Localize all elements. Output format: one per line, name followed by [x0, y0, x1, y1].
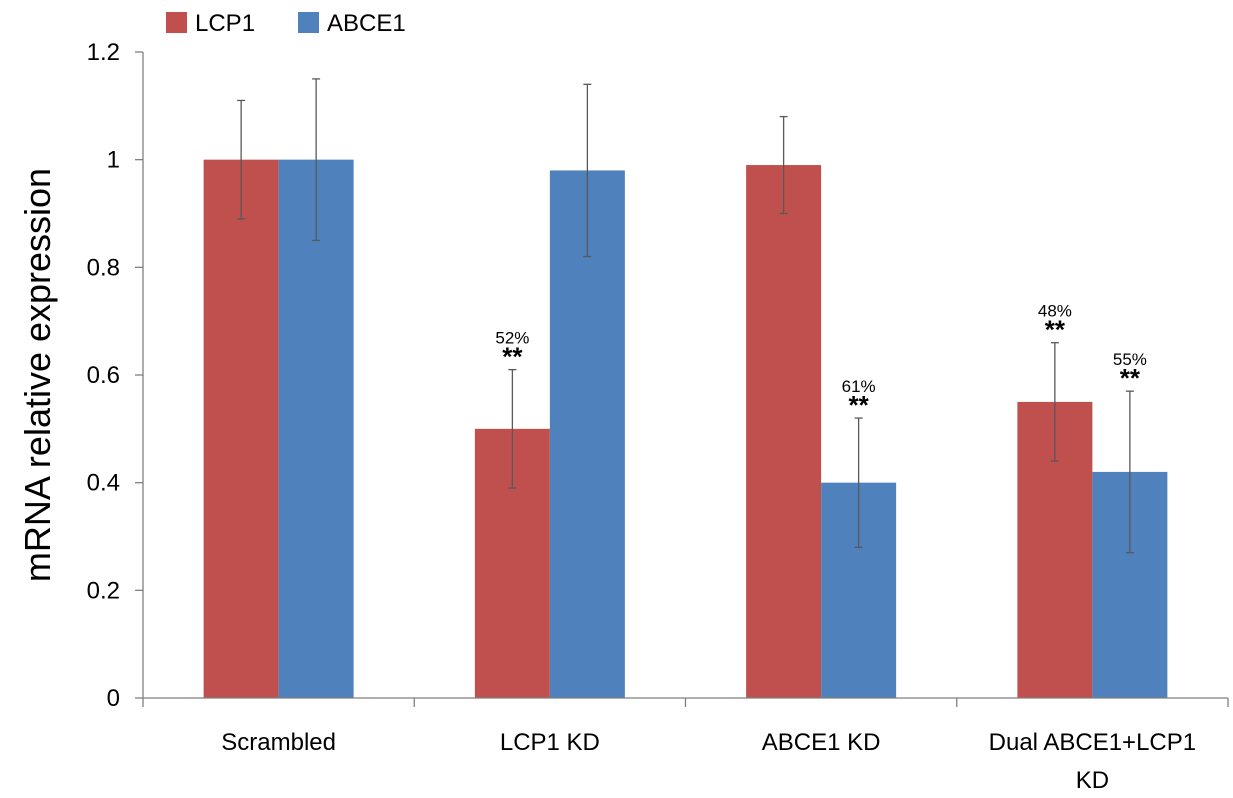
significance-stars: ** — [1120, 363, 1141, 393]
category-label: Dual ABCE1+LCP1 — [989, 729, 1196, 756]
y-tick-label: 1.2 — [87, 39, 120, 66]
legend-swatch-lcp1 — [166, 12, 187, 33]
y-tick-label: 0.2 — [87, 577, 120, 604]
category-label: KD — [1076, 767, 1109, 794]
y-tick-label: 0 — [107, 685, 120, 712]
significance-stars: ** — [1045, 315, 1066, 345]
bars — [203, 159, 1168, 699]
knockdown-percent: 55% — [1113, 350, 1147, 369]
y-axis: 0 0.2 0.4 0.6 0.8 1 1.2 — [87, 39, 143, 712]
category-label: ABCE1 KD — [762, 729, 881, 756]
legend: LCP1 ABCE1 — [166, 10, 406, 37]
knockdown-percent: 61% — [842, 377, 876, 396]
legend-label-lcp1: LCP1 — [195, 10, 255, 37]
y-tick-label: 1 — [107, 147, 120, 174]
significance-stars: ** — [849, 390, 870, 420]
bar-abce1 — [549, 170, 625, 698]
category-label: LCP1 KD — [500, 729, 600, 756]
y-tick-label: 0.4 — [87, 470, 120, 497]
category-label: Scrambled — [221, 729, 336, 756]
y-tick-label: 0.8 — [87, 254, 120, 281]
y-axis-label: mRNA relative expression — [17, 168, 58, 582]
legend-swatch-abce1 — [298, 12, 319, 33]
legend-label-abce1: ABCE1 — [327, 10, 406, 37]
bar-abce1 — [278, 159, 354, 698]
error-bars — [237, 78, 1134, 554]
significance-stars: ** — [502, 342, 523, 372]
bar-lcp1 — [203, 159, 279, 698]
axes — [142, 52, 1229, 707]
significance-annotations: **52%**61%**48%**55% — [495, 302, 1147, 420]
knockdown-percent: 52% — [495, 329, 529, 348]
x-axis: Scrambled LCP1 KD ABCE1 KD Dual ABCE1+LCP1 K… — [221, 729, 1196, 794]
knockdown-percent: 48% — [1038, 302, 1072, 321]
y-tick-label: 0.6 — [87, 362, 120, 389]
bar-lcp1 — [746, 165, 822, 699]
